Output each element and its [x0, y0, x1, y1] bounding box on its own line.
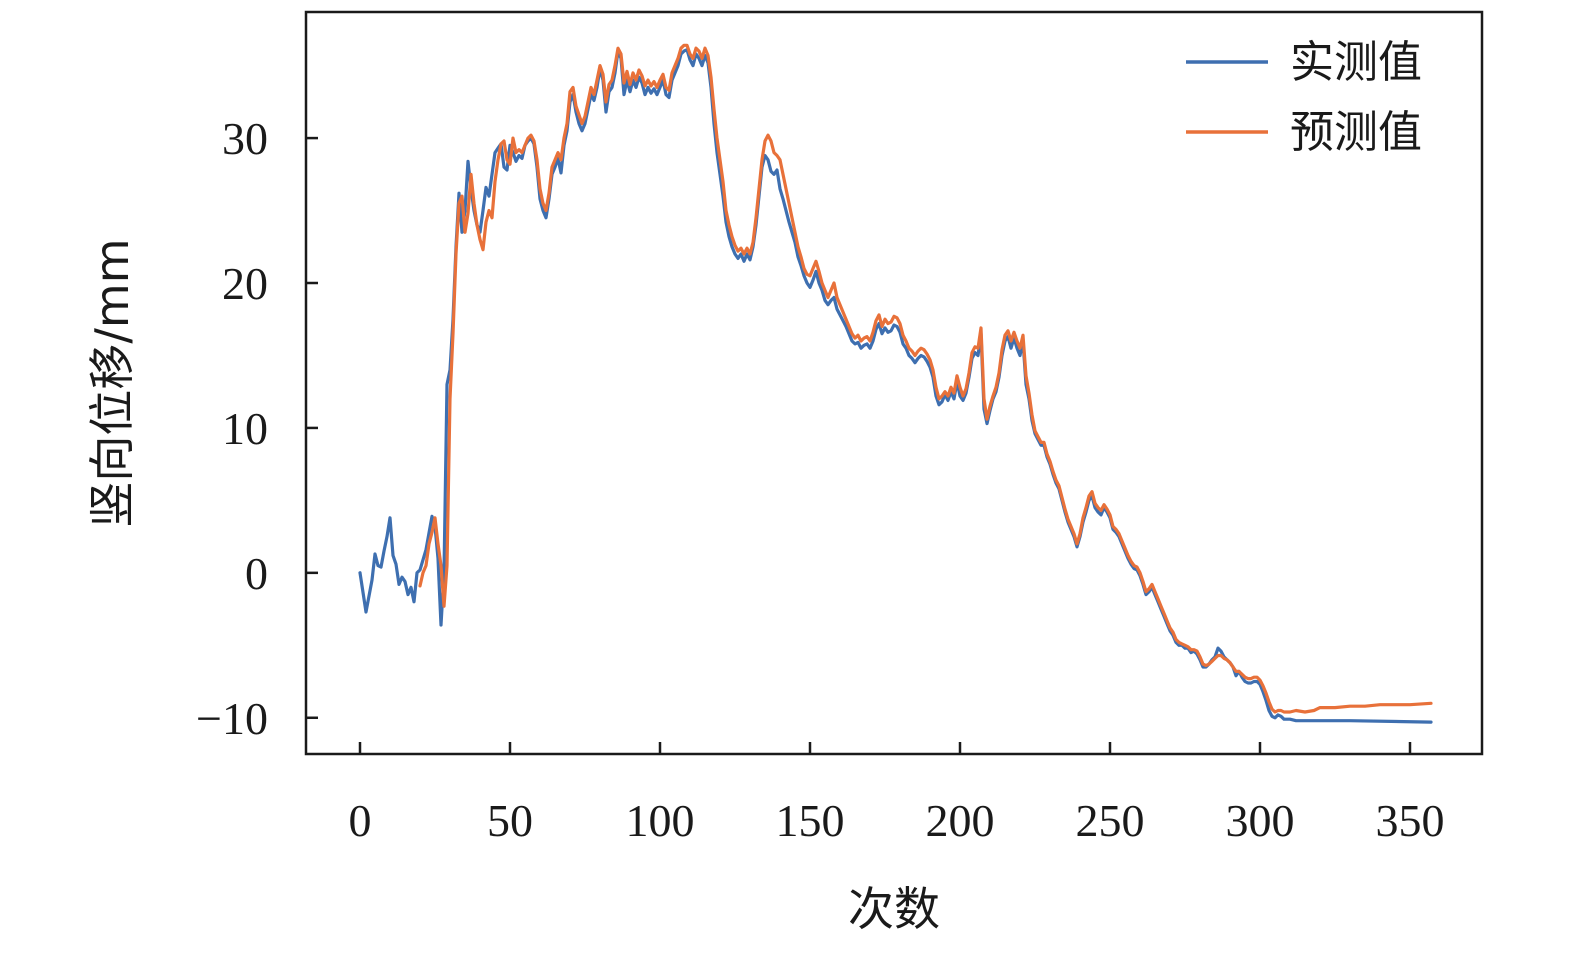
x-tick-label: 300 [1226, 795, 1295, 846]
x-tick-label: 200 [926, 795, 995, 846]
legend-label: 实测值 [1290, 37, 1422, 88]
series-layer [358, 43, 1433, 724]
y-axis-title: 竖向位移/mm [85, 238, 139, 527]
y-tick-label: 0 [245, 548, 268, 599]
x-tick-label: 350 [1376, 795, 1445, 846]
series-line-2 [418, 43, 1433, 714]
legend-label: 预测值 [1290, 107, 1422, 158]
plot-frame [304, 10, 1484, 756]
x-tick-label: 50 [487, 795, 533, 846]
y-tick-label: 20 [222, 258, 268, 309]
x-tick-label: 150 [776, 795, 845, 846]
y-tick-label: 30 [222, 113, 268, 164]
y-tick-label: 10 [222, 403, 268, 454]
x-axis: 0 50 100 150 200 250 300 350 [349, 742, 1445, 846]
x-tick-label: 250 [1076, 795, 1145, 846]
x-tick-label: 0 [349, 795, 372, 846]
y-tick-label: −10 [196, 693, 268, 744]
y-axis: −10 0 10 20 30 [196, 113, 318, 744]
x-axis-title: 次数 [848, 882, 940, 936]
x-tick-label: 100 [626, 795, 695, 846]
